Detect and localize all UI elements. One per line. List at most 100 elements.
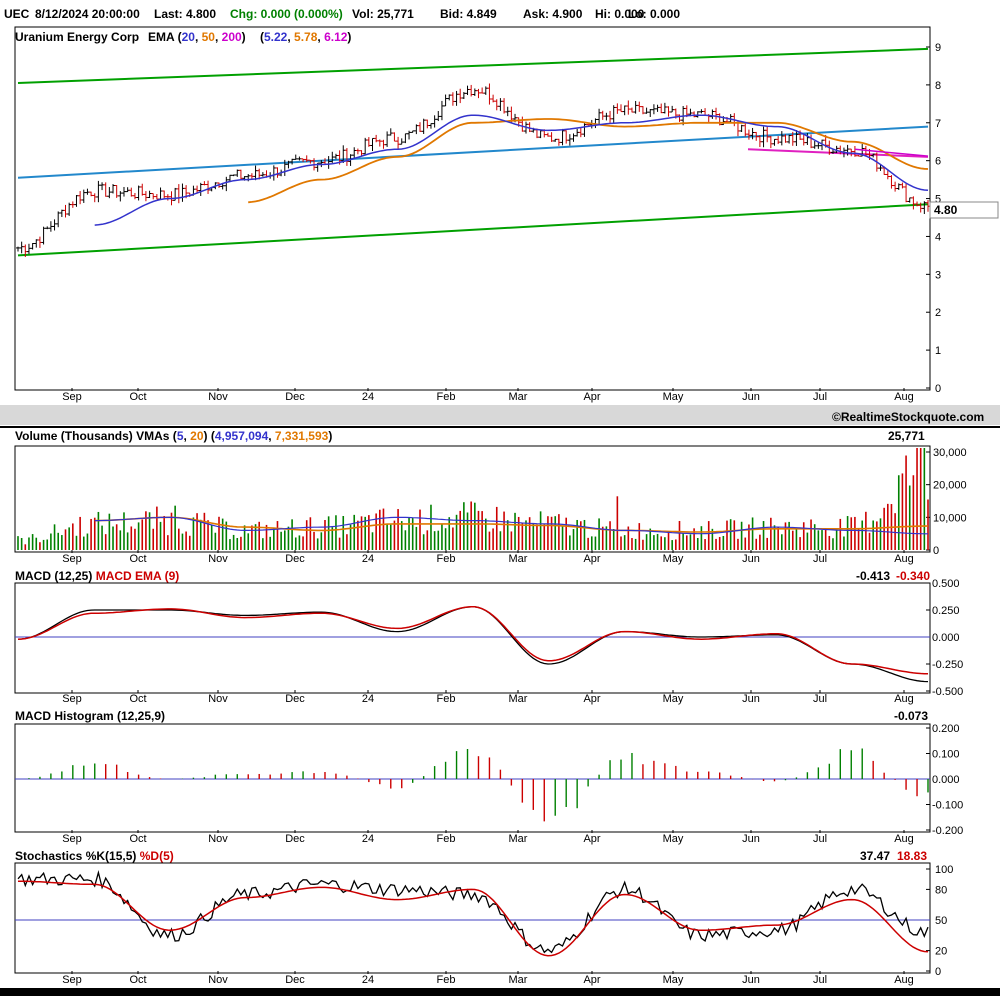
- ema50-line: [248, 118, 929, 204]
- price-y-axis: 0 1 2 3 4 5 6 7 8 9: [926, 42, 941, 395]
- x-tick-label: Jul: [813, 553, 827, 565]
- histogram-y-axis: 0.200 0.100 0.000 -0.100 -0.200: [926, 723, 963, 837]
- y-tick-label: 7: [935, 118, 941, 130]
- x-tick-label: Oct: [129, 974, 146, 986]
- ema200-line: [854, 148, 929, 157]
- x-tick-label: Jun: [742, 391, 760, 403]
- y-tick-label: 0.500: [932, 578, 960, 590]
- x-tick-label: Nov: [208, 553, 228, 565]
- y-tick-label: 0.000: [932, 632, 960, 644]
- y-tick-label: 20,000: [933, 480, 967, 492]
- separator-bar: [0, 405, 1000, 425]
- x-tick-label: Jun: [742, 693, 760, 705]
- x-tick-label: May: [663, 553, 684, 565]
- x-tick-label: Apr: [583, 553, 600, 565]
- x-tick-label: Nov: [208, 693, 228, 705]
- stoch-lines: [15, 870, 930, 957]
- x-tick-label: Dec: [285, 391, 305, 403]
- macd-lines: [15, 606, 930, 683]
- stoch-k-value: 37.47: [860, 849, 890, 863]
- y-tick-label: -0.200: [932, 825, 963, 837]
- x-tick-label: Feb: [437, 974, 456, 986]
- channel-upper-line: [17, 47, 929, 84]
- y-tick-label: 3: [935, 269, 941, 281]
- price-title: Uranium Energy Corp: [15, 30, 139, 44]
- watermark: ©RealtimeStockquote.com: [832, 410, 984, 424]
- volume-x-axis: Sep Oct Nov Dec 24 Feb Mar Apr May Jun Jul Aug: [62, 550, 914, 565]
- x-tick-label: Aug: [894, 391, 914, 403]
- x-tick-label: Sep: [62, 553, 82, 565]
- macd-ema-value: -0.340: [896, 569, 930, 583]
- y-tick-label: 30,000: [933, 447, 967, 459]
- stoch-x-axis: Sep Oct Nov Dec 24 Feb Mar Apr May Jun Jul Aug: [62, 971, 914, 986]
- x-tick-label: Feb: [437, 553, 456, 565]
- x-tick-label: May: [663, 693, 684, 705]
- y-tick-label: 0.200: [932, 723, 960, 735]
- volume-label: Vol: 25,771: [352, 7, 414, 21]
- last-price-tag: [929, 201, 999, 219]
- y-tick-label: 6: [935, 156, 941, 168]
- x-tick-label: Jul: [813, 391, 827, 403]
- price-x-axis: Sep Oct Nov Dec 24 Feb Mar Apr May Jun Jul Aug: [62, 388, 914, 403]
- y-tick-label: 0: [935, 966, 941, 978]
- volume-y-axis: 0 10,000 20,000 30,000: [926, 447, 967, 557]
- volume-ma-lines: [94, 516, 929, 535]
- ema-values: (5.22, 5.78, 6.12): [260, 30, 351, 44]
- y-tick-label: -0.500: [932, 686, 963, 698]
- bottom-bar: [0, 988, 1000, 996]
- stoch-d-value: 18.83: [897, 849, 927, 863]
- histogram-x-axis: Sep Oct Nov Dec 24 Feb Mar Apr May Jun Jul Aug: [62, 830, 914, 845]
- x-tick-label: Sep: [62, 833, 82, 845]
- macd-value: -0.413: [856, 569, 890, 583]
- trend-line: [17, 125, 929, 179]
- x-tick-label: Jul: [813, 974, 827, 986]
- x-tick-label: Jul: [813, 693, 827, 705]
- x-tick-label: 24: [362, 391, 374, 403]
- price-lines: [16, 47, 930, 257]
- x-tick-label: Sep: [62, 693, 82, 705]
- x-tick-label: Mar: [509, 693, 528, 705]
- channel-lower-line: [17, 203, 929, 257]
- y-tick-label: 80: [935, 884, 947, 896]
- macd-y-axis: 0.500 0.250 0.000 -0.250 -0.500: [926, 578, 963, 698]
- x-tick-label: Mar: [509, 833, 528, 845]
- y-tick-label: 20: [935, 946, 947, 958]
- x-tick-label: Feb: [437, 833, 456, 845]
- stoch-d-line: [17, 880, 929, 957]
- x-tick-label: Nov: [208, 391, 228, 403]
- x-tick-label: Jun: [742, 833, 760, 845]
- x-tick-label: May: [663, 391, 684, 403]
- macd-x-axis: Sep Oct Nov Dec 24 Feb Mar Apr May Jun Jul Aug: [62, 690, 914, 705]
- x-tick-label: Aug: [894, 693, 914, 705]
- x-tick-label: 24: [362, 553, 374, 565]
- x-tick-label: Apr: [583, 833, 600, 845]
- x-tick-label: Jul: [813, 833, 827, 845]
- last-label: Last: 4.800: [154, 7, 216, 21]
- x-tick-label: Apr: [583, 974, 600, 986]
- y-tick-label: 0.100: [932, 749, 960, 761]
- last-price-value: 4.80: [934, 203, 958, 217]
- x-tick-label: Oct: [129, 693, 146, 705]
- x-tick-label: Oct: [129, 833, 146, 845]
- ema20-line: [94, 114, 929, 226]
- histogram-title: MACD Histogram (12,25,9): [15, 709, 165, 723]
- x-tick-label: Oct: [129, 553, 146, 565]
- ask-label: Ask: 4.900: [523, 7, 583, 21]
- vma20-line: [94, 516, 929, 533]
- x-tick-label: Aug: [894, 833, 914, 845]
- ema-title: EMA (20, 50, 200): [148, 30, 246, 44]
- x-tick-label: Jun: [742, 553, 760, 565]
- x-tick-label: Nov: [208, 974, 228, 986]
- y-tick-label: 100: [935, 864, 953, 876]
- lo-label: Lo: 0.000: [628, 7, 680, 21]
- symbol-label: UEC: [4, 7, 30, 21]
- y-tick-label: 0.250: [932, 605, 960, 617]
- histogram-bars: [15, 748, 930, 822]
- y-tick-label: -0.100: [932, 800, 963, 812]
- y-tick-label: 4: [935, 231, 941, 243]
- datetime-label: 8/12/2024 20:00:00: [35, 7, 140, 21]
- x-tick-label: Apr: [583, 693, 600, 705]
- x-tick-label: Oct: [129, 391, 146, 403]
- x-tick-label: 24: [362, 974, 374, 986]
